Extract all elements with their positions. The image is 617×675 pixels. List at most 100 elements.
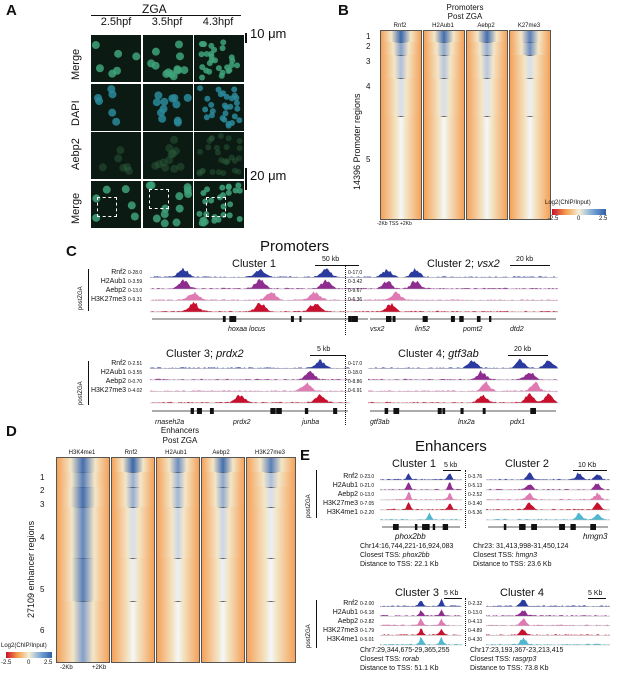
e2-gene-model — [488, 524, 608, 530]
panel-e-label: E — [300, 447, 311, 464]
signal-track — [368, 302, 558, 312]
heatmap-column — [56, 457, 110, 663]
heatmap-cluster-block — [247, 506, 295, 559]
heatmap-cluster-block — [381, 115, 421, 220]
heatmap-cluster-block — [247, 472, 295, 488]
e2-range-4: 0-3.40 — [468, 501, 483, 507]
c3-gene-model — [152, 408, 348, 414]
c3-range-2: 0-3.55 — [128, 370, 143, 376]
c2-scale: 20 kb — [516, 256, 534, 263]
time-4-3: 4.3hpf — [202, 16, 234, 28]
heatmap-column — [156, 457, 200, 663]
heatmap-cluster-block — [467, 78, 507, 117]
b-col-aebp2: Aebp2 — [477, 23, 495, 29]
e4-scale: 5 Kb — [588, 590, 603, 597]
signal-track — [380, 609, 462, 617]
c1-track-h2aub1: H2Aub1 — [100, 278, 126, 285]
e2-range-2: 0-5.13 — [468, 483, 483, 489]
signal-track — [150, 370, 350, 380]
heatmap-cluster-block — [510, 55, 550, 79]
e2-signal-tracks — [486, 472, 610, 521]
micrograph — [90, 34, 142, 83]
c1-signal-tracks — [150, 267, 370, 313]
e3-track-h3k4me1: H3K4me1 — [326, 636, 358, 643]
c3-range-1: 0-2.51 — [128, 361, 143, 367]
e1-range-2: 0-21.0 — [360, 483, 375, 489]
c1-track-h3k27me3: H3K27me3 — [90, 296, 126, 303]
e1-track-rnf2: Rnf2 — [343, 473, 358, 480]
d-legend-high: 2.5 — [44, 660, 53, 666]
e1-range-3: 0-13.0 — [360, 492, 375, 498]
e3-track-h3k27me3: H3K27me3 — [322, 627, 358, 634]
e4-range-5: 0-4.30 — [468, 637, 483, 643]
e2-title: Cluster 2 — [505, 458, 550, 470]
heatmap-cluster-block — [467, 115, 507, 220]
promoter-tracks: postZGA Cluster 1 50 kb Rnf2 H2Aub1 Aebp… — [70, 255, 615, 435]
e1-coords: Chr14:16,744,221-16,924,083 — [360, 543, 454, 550]
zoom-box — [97, 196, 117, 217]
b-col-rnf2: Rnf2 — [393, 23, 407, 29]
c3-track-h2aub1: H2Aub1 — [100, 369, 126, 376]
e4-tss: Closest TSS: rasgrp3 — [470, 656, 537, 663]
e3-range-4: 0-1.79 — [360, 628, 375, 634]
b-ylabel: 14396 Promoter regions — [352, 93, 362, 190]
e2-scale-bar — [573, 470, 607, 471]
d-xaxis-left: -2Kb — [60, 665, 73, 671]
b-cluster-4: 4 — [366, 82, 371, 91]
row-dapi: DAPI — [70, 100, 82, 126]
heatmap-cluster-block — [381, 78, 421, 117]
b-legend-mid: 0 — [577, 216, 581, 222]
heatmap-cluster-block — [510, 115, 550, 220]
heatmap-column — [201, 457, 245, 663]
c2-gene-model — [370, 316, 556, 322]
heatmap-cluster-block — [157, 557, 199, 602]
c2-gene-dtd2: dtd2 — [510, 326, 524, 333]
heatmap-column — [509, 30, 551, 220]
b-title-1: Promoters — [446, 3, 484, 12]
c2-range-4: 0-6.36 — [348, 297, 363, 303]
heatmap-cluster-block — [112, 557, 154, 602]
c2-range-2: 0-3.42 — [348, 279, 363, 285]
promoter-heatmap — [380, 30, 552, 220]
e2-range-1: 0-3.76 — [468, 474, 483, 480]
c-divider-bottom — [345, 355, 346, 425]
d-legend-mid: 0 — [27, 660, 31, 666]
c1-track-aebp2: Aebp2 — [105, 287, 126, 294]
heatmap-cluster-block — [57, 458, 109, 474]
heatmap-cluster-block — [202, 486, 244, 508]
heatmap-cluster-block — [381, 42, 421, 57]
signal-track — [368, 370, 558, 380]
c-title: Promoters — [260, 238, 330, 255]
d-col-h3k4me1: H3K4me1 — [68, 450, 96, 456]
micrograph — [90, 82, 142, 132]
c3-track-h3k27me3: H3K27me3 — [90, 387, 126, 394]
e4-range-4: 0-4.89 — [468, 628, 483, 634]
signal-track — [368, 291, 558, 301]
d-legend-low: -2.5 — [1, 660, 12, 666]
c1-gene-model — [152, 316, 368, 322]
heatmap-cluster-block — [157, 600, 199, 663]
heatmap-cluster-block — [112, 506, 154, 559]
e1-track-h3k4me1: H3K4me1 — [326, 509, 358, 516]
c-divider-top — [345, 265, 346, 335]
c3-gene-prdx2: prdx2 — [233, 419, 251, 426]
micrograph — [193, 131, 245, 180]
c3-gene-junba: junba — [302, 419, 320, 426]
heatmap-cluster-block — [157, 486, 199, 508]
panel-b-label: B — [338, 2, 349, 19]
e1-scale-bar — [443, 470, 461, 471]
d-cluster-4: 4 — [40, 533, 45, 542]
c4-range-1: 0-17.0 — [348, 361, 363, 367]
signal-track — [380, 491, 462, 500]
c3-track-rnf2: Rnf2 — [111, 360, 126, 367]
heatmap-cluster-block — [57, 506, 109, 559]
d-cluster-6: 6 — [40, 626, 45, 635]
signal-track — [486, 512, 610, 520]
micrograph — [193, 82, 245, 132]
micrograph — [141, 179, 194, 229]
c3-side-bar — [88, 361, 89, 405]
c3-scale-bar — [310, 355, 346, 356]
c2-gene-pomt2: pomt2 — [463, 326, 483, 333]
c4-range-3: 0-8.86 — [348, 379, 363, 385]
signal-track — [380, 482, 462, 490]
